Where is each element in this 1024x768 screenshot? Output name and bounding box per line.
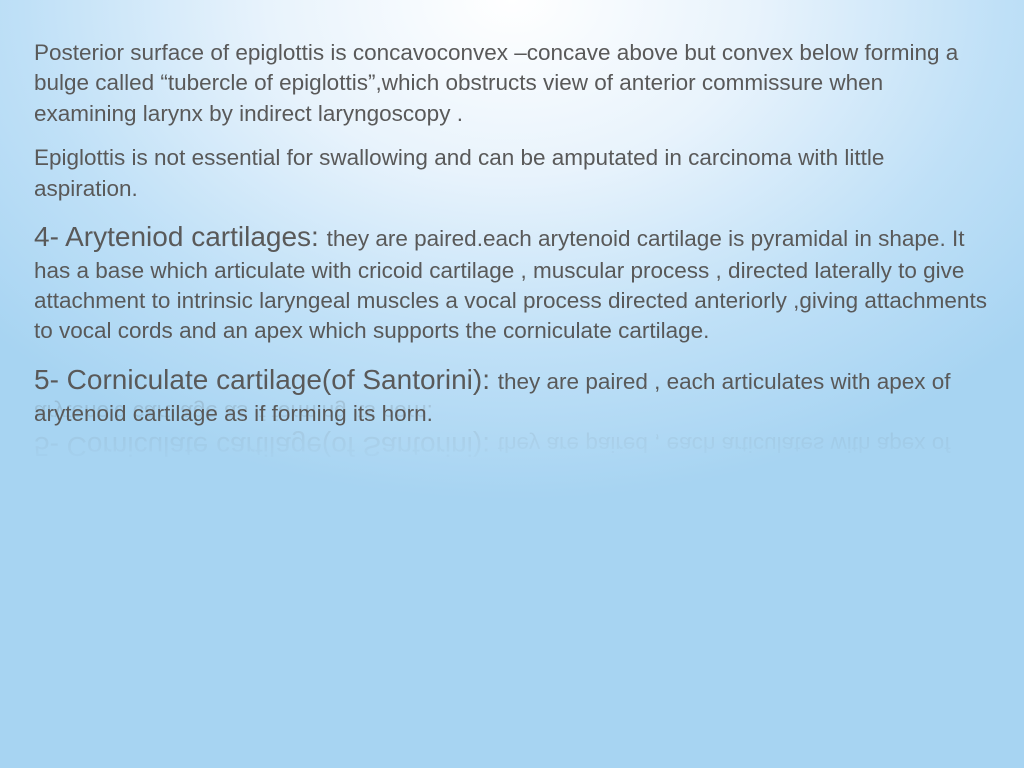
paragraph-corniculate: 5- Corniculate cartilage(of Santorini): … [34,361,990,429]
paragraph-corniculate-wrapper: 5- Corniculate cartilage(of Santorini): … [34,361,990,429]
paragraph-arytenoid: 4- Aryteniod cartilages: they are paired… [34,218,990,347]
heading-arytenoid: 4- Aryteniod cartilages: [34,221,327,252]
paragraph-epiglottis-swallowing: Epiglottis is not essential for swallowi… [34,143,990,204]
heading-corniculate-reflection: 5- Corniculate cartilage(of Santorini): [34,431,498,462]
paragraph-epiglottis-surface: Posterior surface of epiglottis is conca… [34,38,990,129]
heading-corniculate: 5- Corniculate cartilage(of Santorini): [34,364,498,395]
